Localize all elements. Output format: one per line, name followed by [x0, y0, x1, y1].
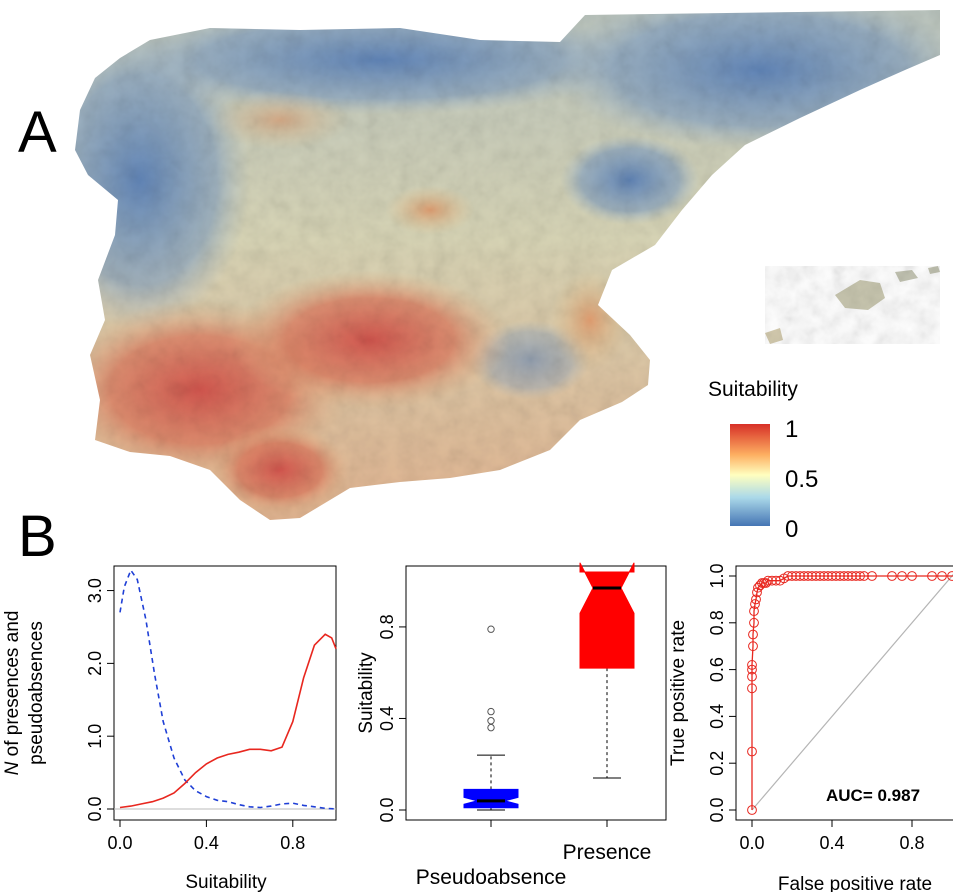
roc-x-tick-label: 0.4: [819, 833, 844, 853]
roc-point: [847, 571, 857, 581]
roc-point: [763, 575, 773, 586]
roc-point: [815, 571, 825, 581]
roc-point: [747, 660, 757, 670]
roc-chart: 0.0 0.4 0.8 0.0 0.2 0.4 0.6 0.8 1.0 True positiv…: [668, 563, 953, 892]
roc-y-tick-label: 0.4: [707, 704, 727, 729]
density-x-tick-label: 0.8: [280, 833, 305, 853]
roc-point: [751, 594, 761, 605]
boxplot-category-pseudoabsence: Pseudoabsence: [416, 866, 567, 889]
roc-point: [749, 606, 759, 616]
pseudoabsence-box: [463, 788, 519, 809]
boxplot-category-presence: Presence: [563, 841, 652, 864]
roc-xlabel: False positive rate: [778, 874, 932, 892]
roc-point: [927, 571, 937, 581]
roc-y-tick-label: 0.2: [707, 751, 727, 776]
roc-chance-diagonal: [751, 573, 953, 811]
density-y-tick-label: 3.0: [85, 578, 105, 603]
pseudoabsence-outlier: [487, 707, 495, 716]
roc-y-tick-label: 0.6: [707, 657, 727, 682]
roc-point: [907, 571, 917, 581]
density-xlabel: Suitability: [185, 872, 267, 892]
density-plot-frame: [113, 565, 337, 821]
density-chart: 0.0 0.4 0.8 0.0 1.0 2.0 3.0 N of presences and…: [2, 565, 337, 892]
density-x-tick-label: 0.4: [194, 833, 219, 853]
roc-point: [947, 571, 953, 581]
density-y-tick-label: 0.0: [85, 796, 105, 821]
density-ylabel-line2: pseudoabsences: [26, 621, 47, 765]
boxplot-chart: 0.0 0.4 0.8 Suitability Presence Pseudoabs…: [356, 562, 667, 889]
presence-box: [579, 562, 635, 669]
panel-label-b: B: [18, 504, 57, 569]
roc-point: [750, 599, 760, 609]
roc-point: [819, 571, 829, 581]
roc-point: [747, 664, 757, 675]
pseudoabsence-outlier: [487, 625, 495, 633]
roc-y-tick-label: 1.0: [707, 563, 727, 588]
roc-point: [811, 571, 821, 581]
legend-colorbar: [730, 424, 770, 526]
roc-x-tick-label: 0.0: [739, 833, 764, 853]
density-y-tick-label: 1.0: [85, 724, 105, 749]
roc-point: [795, 571, 805, 581]
roc-point: [831, 571, 841, 581]
roc-point: [747, 683, 757, 694]
legend-tick-1: 1: [785, 416, 799, 443]
roc-point: [752, 587, 762, 598]
roc-point: [747, 746, 757, 757]
legend-title: Suitability: [708, 378, 798, 401]
roc-point: [859, 571, 869, 581]
legend-tick-0: 0: [785, 516, 799, 543]
density-series-presence-line: [119, 633, 337, 809]
roc-plot-frame: [735, 565, 953, 821]
roc-y-tick-label: 0.8: [707, 610, 727, 635]
roc-point: [803, 571, 813, 581]
roc-y-tick-label: 0.0: [707, 797, 727, 822]
density-x-tick-label: 0.0: [107, 833, 132, 853]
roc-point: [827, 571, 837, 581]
density-y-tick-label: 2.0: [85, 651, 105, 676]
boxplot-y-tick-label: 0.4: [377, 706, 397, 731]
density-series-pseudoabsence-line: [119, 568, 337, 810]
density-ylabel-italic-n: N: [2, 761, 23, 775]
density-ylabel-line1: N of presences and: [2, 611, 23, 776]
roc-point: [791, 571, 801, 581]
legend-tick-0-5: 0.5: [785, 466, 819, 493]
roc-point: [783, 571, 793, 581]
roc-point: [747, 805, 757, 815]
iberia-suitability-map: [75, 10, 940, 520]
roc-point: [767, 575, 777, 586]
roc-point: [799, 571, 809, 581]
roc-point: [748, 629, 758, 640]
boxplot-ylabel: Suitability: [356, 652, 377, 734]
roc-point: [851, 571, 861, 581]
boxplot-plot-frame: [405, 565, 667, 821]
roc-point: [855, 571, 865, 581]
roc-x-tick-label: 0.8: [899, 833, 924, 853]
roc-point: [843, 571, 853, 581]
roc-point: [937, 571, 947, 581]
roc-point: [749, 617, 759, 628]
roc-point: [761, 578, 771, 588]
roc-point: [747, 671, 757, 682]
pseudoabsence-outlier: [487, 723, 495, 732]
pseudoabsence-outlier: [487, 717, 495, 725]
roc-ylabel: True positive rate: [668, 620, 689, 766]
roc-point: [897, 571, 907, 581]
roc-point: [867, 571, 877, 581]
boxplot-y-tick-label: 0.8: [377, 614, 397, 639]
boxplot-y-tick-label: 0.0: [377, 797, 397, 822]
roc-point: [787, 571, 797, 581]
panel-label-a: A: [18, 100, 57, 165]
roc-auc-annotation: AUC= 0.987: [826, 786, 920, 805]
roc-point: [748, 641, 758, 652]
roc-point: [823, 571, 833, 581]
roc-point: [835, 571, 845, 581]
density-ylabel-line1-rest: of presences and: [2, 611, 23, 762]
roc-point: [887, 571, 897, 581]
roc-point: [839, 571, 849, 581]
roc-point: [807, 571, 817, 581]
